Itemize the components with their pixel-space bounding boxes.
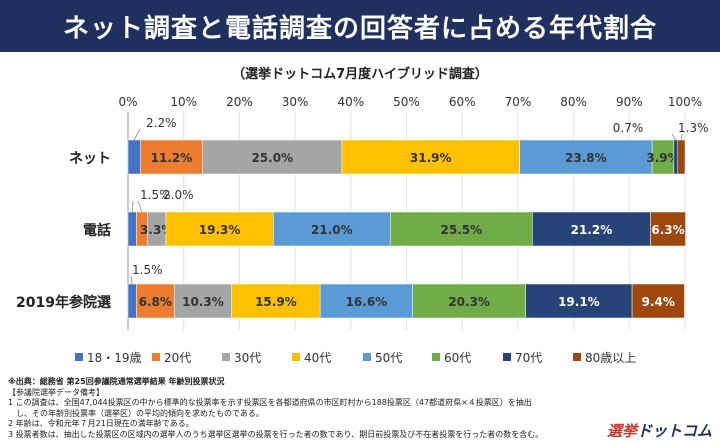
x-tick-label: 70% xyxy=(505,95,532,109)
data-label: 1.5% xyxy=(132,263,163,277)
bar-segment xyxy=(140,139,203,175)
bar-segment xyxy=(127,211,137,247)
bar-segment xyxy=(390,211,533,247)
bar-segment xyxy=(173,283,232,319)
bar-segment xyxy=(127,139,141,175)
data-label: 6.3% xyxy=(651,223,684,237)
data-label-leader xyxy=(137,200,143,213)
bar-segment xyxy=(673,139,679,175)
bar-segment xyxy=(202,139,343,175)
x-tick-label: 80% xyxy=(560,95,587,109)
data-label: 0.7% xyxy=(613,121,644,135)
legend-label: 80歳以上 xyxy=(585,351,636,365)
x-tick-label: 40% xyxy=(337,95,364,109)
data-label: 21.0% xyxy=(311,223,353,237)
data-label: 3.3% xyxy=(140,223,173,237)
data-label: 19.1% xyxy=(558,295,600,309)
source-note-2: 2 年齢は、令和元年７月21日現在の満年齢である。 xyxy=(8,419,194,428)
legend-swatch xyxy=(432,353,440,361)
brand-logo: 選挙ドットコム xyxy=(607,420,712,441)
x-tick-label: 10% xyxy=(170,95,197,109)
data-label: 25.0% xyxy=(251,151,293,165)
legend-label: 18・19歳 xyxy=(87,351,142,365)
data-label: 21.2% xyxy=(571,223,613,237)
data-label-leader xyxy=(133,128,141,141)
data-label: 11.2% xyxy=(151,151,193,165)
chart-subtitle: （選挙ドットコム7月度ハイブリッド調査） xyxy=(232,67,488,82)
brand-logo-part2: ドットコム xyxy=(636,422,712,440)
legend-swatch xyxy=(75,353,83,361)
bar-segment xyxy=(165,211,274,247)
data-label-leader xyxy=(680,133,683,141)
bar-segment xyxy=(677,139,686,175)
data-label: 25.5% xyxy=(441,223,483,237)
bar-segment xyxy=(136,283,175,319)
data-label: 1.3% xyxy=(678,121,709,135)
category-label: 2019年参院選 xyxy=(16,294,111,311)
legend-swatch xyxy=(573,353,581,361)
source-notes: ※出典：総務省 第25回参議院通常選挙結果 年齢別投票状況 【参議院選挙データ備… xyxy=(8,377,608,440)
source-note-3: 3 投票者数は、抽出した投票区の区域内の選挙人のうち選挙区選挙の投票を行った者の… xyxy=(8,429,544,439)
bar-segment xyxy=(319,283,413,319)
bar-segment xyxy=(519,139,653,175)
category-label: 電話 xyxy=(83,222,111,239)
data-label: 31.9% xyxy=(410,151,452,165)
data-label: 16.6% xyxy=(346,295,388,309)
x-tick-label: 0% xyxy=(118,95,137,109)
brand-logo-part1: 選挙 xyxy=(606,422,637,440)
bar-segment xyxy=(525,283,633,319)
data-label: 23.8% xyxy=(565,151,607,165)
legend-label: 60代 xyxy=(444,351,471,365)
data-label: 2.0% xyxy=(163,188,194,202)
bar-segment xyxy=(273,211,391,247)
legend-swatch xyxy=(152,353,160,361)
legend-label: 20代 xyxy=(164,351,191,365)
data-label: 9.4% xyxy=(642,295,675,309)
data-label-leader xyxy=(130,275,133,285)
x-tick-label: 60% xyxy=(449,95,476,109)
legend-label: 30代 xyxy=(234,351,261,365)
data-label-leader xyxy=(131,200,134,213)
page-title: ネット調査と電話調査の回答者に占める年代割合 xyxy=(0,0,720,52)
x-tick-label: 30% xyxy=(282,95,309,109)
data-label: 20.3% xyxy=(448,295,490,309)
legend-swatch xyxy=(363,353,371,361)
x-tick-label: 100% xyxy=(668,95,702,109)
source-note-heading: 【参議院選挙データ備考】 xyxy=(8,387,104,397)
source-note-1: 1 この調査は、全国47,044投票区の中から標準的な投票率を示す投票区を各都道… xyxy=(8,398,532,407)
data-label: 3.9% xyxy=(646,151,679,165)
bar-segment xyxy=(127,283,137,319)
x-tick-label: 90% xyxy=(616,95,643,109)
source-note-1b: し、その年齢別投票率（選挙区）の平均的傾向を求めたものである。 xyxy=(8,408,264,418)
bar-segment xyxy=(412,283,526,319)
data-label: 10.3% xyxy=(182,295,224,309)
bar-segment xyxy=(341,139,520,175)
legend-swatch xyxy=(222,353,230,361)
bar-segment xyxy=(650,211,686,247)
data-label: 6.8% xyxy=(139,295,172,309)
legend-label: 40代 xyxy=(304,351,331,365)
legend-label: 70代 xyxy=(515,351,542,365)
legend-swatch xyxy=(503,353,511,361)
data-label-leader xyxy=(671,133,677,141)
source-title: ※出典：総務省 第25回参議院通常選挙結果 年齢別投票状況 xyxy=(8,377,225,386)
data-label: 2.2% xyxy=(146,116,177,130)
data-label: 19.3% xyxy=(199,223,241,237)
x-tick-label: 50% xyxy=(393,95,420,109)
data-label: 15.9% xyxy=(255,295,297,309)
x-tick-label: 20% xyxy=(226,95,253,109)
bar-segment xyxy=(631,283,685,319)
category-label: ネット xyxy=(69,151,111,167)
bar-segment xyxy=(532,211,651,247)
legend-label: 50代 xyxy=(375,351,402,365)
legend-swatch xyxy=(292,353,300,361)
data-label: 1.5% xyxy=(140,188,171,202)
